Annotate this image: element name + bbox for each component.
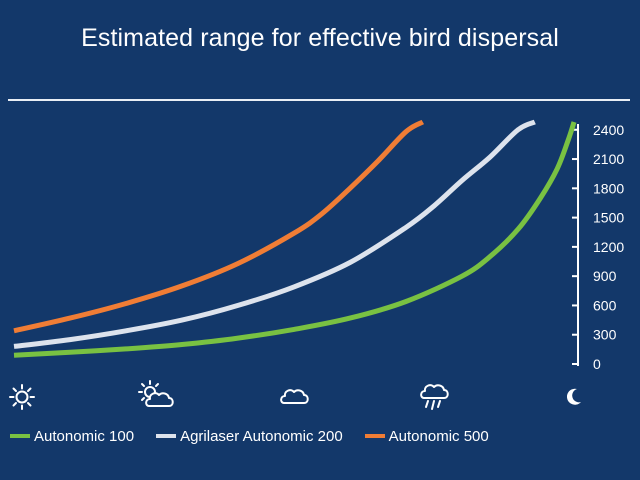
moon-icon xyxy=(566,388,581,405)
legend-swatch xyxy=(10,434,30,438)
legend-item: Agrilaser Autonomic 200 xyxy=(156,428,343,445)
series-line-3 xyxy=(13,119,425,334)
series-line-1 xyxy=(13,121,577,358)
y-tick-label: 600 xyxy=(593,297,617,313)
y-tick-label: 300 xyxy=(593,327,617,343)
y-tick-label: 2100 xyxy=(593,151,624,167)
rain-cloud-icon xyxy=(420,384,449,410)
legend-swatch xyxy=(364,434,385,438)
y-tick-label: 1800 xyxy=(593,180,624,196)
sun-icon xyxy=(9,384,35,410)
title-divider xyxy=(8,99,630,101)
legend-item: Autonomic 100 xyxy=(10,428,134,445)
cloud-icon xyxy=(280,389,309,404)
legend-item: Autonomic 500 xyxy=(364,427,489,445)
series-line-2 xyxy=(13,119,536,349)
y-tick-label: 2400 xyxy=(593,122,624,138)
y-tick-label: 1500 xyxy=(593,210,624,226)
chart-legend: Autonomic 100 Agrilaser Autonomic 200 Auto… xyxy=(10,426,511,446)
partly-cloudy-icon xyxy=(138,380,174,407)
legend-label: Agrilaser Autonomic 200 xyxy=(180,427,343,445)
y-tick-label: 900 xyxy=(593,268,617,284)
legend-label: Autonomic 100 xyxy=(34,427,135,445)
legend-swatch xyxy=(156,434,177,438)
y-tick-label: 0 xyxy=(593,356,601,372)
legend-label: Autonomic 500 xyxy=(388,427,489,445)
y-tick-label: 1200 xyxy=(593,239,624,255)
chart-title: Estimated range for effective bird dispe… xyxy=(81,24,559,52)
